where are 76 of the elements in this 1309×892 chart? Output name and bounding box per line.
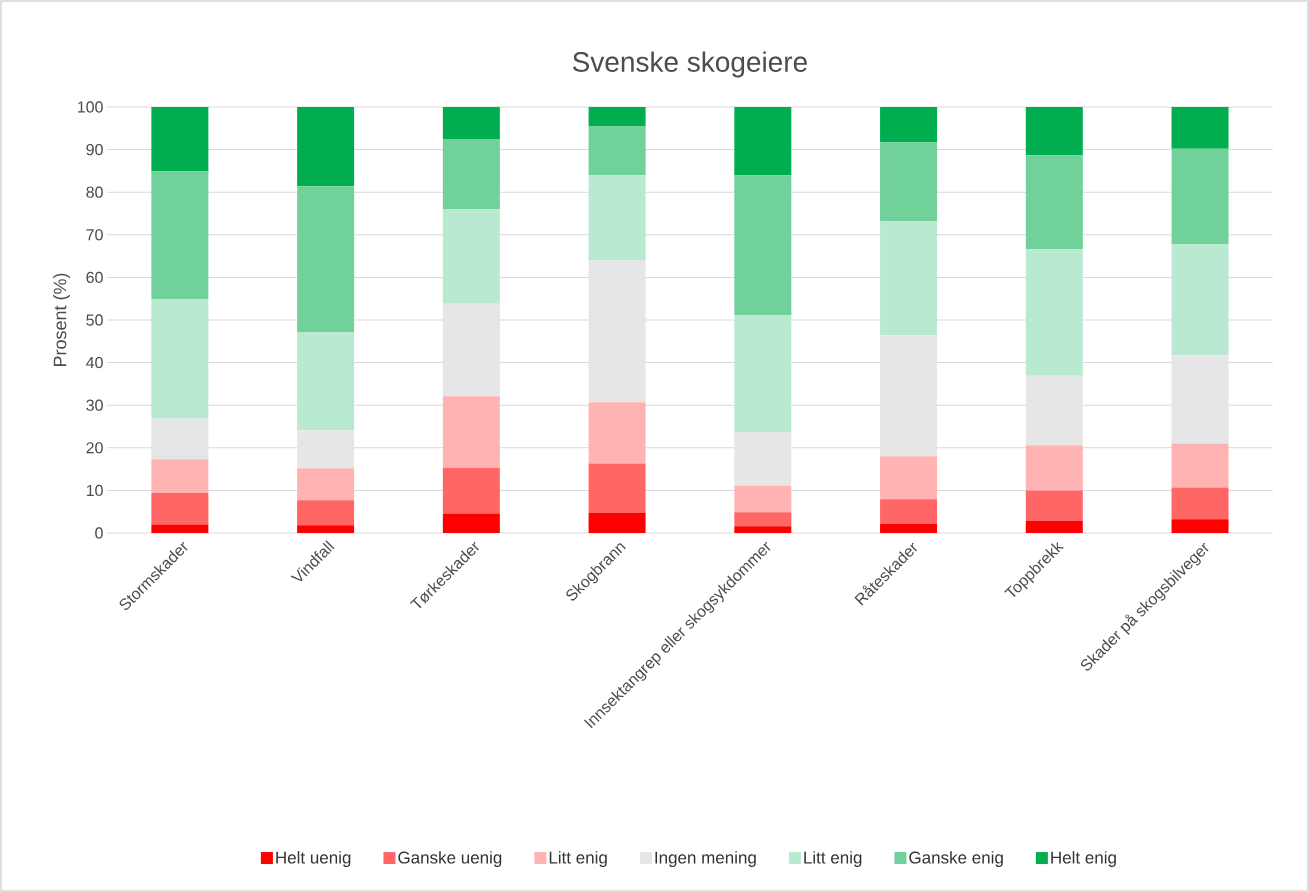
bar [1171,148,1229,245]
bar [734,512,792,527]
y-tick-label: 30 [86,399,103,411]
y-tick-label: 70 [86,229,103,241]
bar [734,315,792,433]
bar [151,171,209,300]
y-tick-label: 90 [86,143,103,156]
bar [1025,521,1083,533]
bar [880,107,938,143]
bar [151,524,209,533]
bar [297,500,355,526]
bar [297,430,355,469]
bar [734,175,792,316]
bar [297,525,355,533]
bar [734,432,792,486]
y-tick-label: 60 [86,271,103,284]
bar [442,396,500,468]
bar [151,459,209,493]
legend-label: Litt enig [549,851,607,867]
legend-label: Litt enig [804,851,862,867]
y-tick-label: 50 [86,314,103,326]
bar [442,209,500,304]
y-tick-label: 0 [95,527,103,539]
bar [1171,487,1229,520]
chart-title: Svenske skogeiere [572,51,807,78]
legend-label: Helt enig [1051,851,1116,867]
y-tick-label: 40 [86,356,103,369]
bar [442,467,500,514]
bar [1171,107,1229,149]
bar [880,221,938,336]
y-tick-label: 10 [86,484,103,497]
bar [151,107,209,172]
bar [588,512,646,533]
bar [297,107,355,187]
bar [442,107,500,139]
bar [880,499,938,525]
bar [297,331,355,431]
legend-label: Ganske enig [909,851,1003,867]
bar [442,513,500,533]
bar [151,492,209,525]
bar [1025,155,1083,250]
y-tick-label: 20 [86,442,103,454]
bar [151,418,209,460]
bar [1171,443,1229,488]
y-tick-label: 80 [86,186,103,198]
bar [1171,519,1229,533]
y-axis-title: Prosent (%) [53,273,70,367]
bar [734,485,792,513]
legend-label: Helt uenig [276,851,351,867]
bar [297,186,355,332]
bar [1025,249,1083,376]
bar [588,107,646,127]
bar [880,524,938,533]
bar [734,107,792,176]
legend-label: Ganske uenig [398,851,502,867]
bar [1171,355,1229,444]
bar [1025,107,1083,156]
bar [297,468,355,501]
bar [151,299,209,419]
bar [734,526,792,533]
bar [588,463,646,513]
bar [588,260,646,403]
bar [1025,445,1083,491]
bar [1025,490,1083,522]
bar [880,142,938,222]
bar [588,126,646,176]
bar [1025,375,1083,446]
bar [588,175,646,261]
bar [588,402,646,464]
bar [442,303,500,397]
y-tick-label: 100 [78,101,103,113]
bar [1171,244,1229,356]
bar [880,456,938,500]
bar [880,335,938,457]
legend-label: Ingen mening [655,851,756,867]
bar [442,138,500,210]
